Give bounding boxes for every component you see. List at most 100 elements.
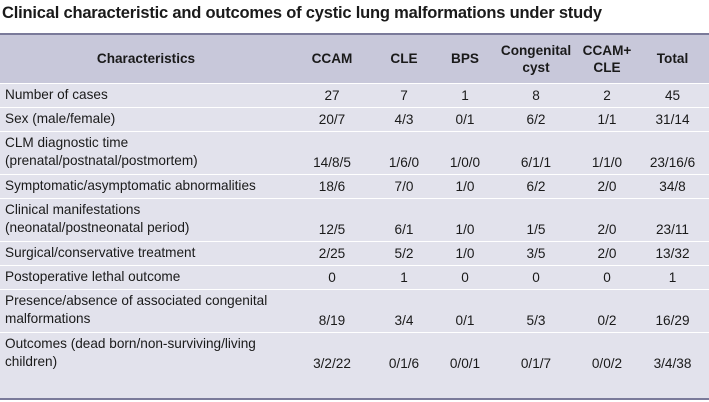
table-cell: 6/2 (494, 173, 578, 198)
table-cell: 2/0 (578, 240, 636, 265)
table-row: CLM diagnostic time (prenatal/postnatal/p… (0, 130, 709, 174)
table-cell: 6/1 (372, 197, 436, 241)
row-label-text: malformations (5, 310, 91, 326)
table-cell: 3/4 (372, 288, 436, 332)
table-cell: 27 (292, 82, 372, 107)
table-cell: 7/0 (372, 173, 436, 198)
table-cell: 2 (578, 82, 636, 107)
row-label-text: (neonatal/postneonatal period) (5, 219, 190, 235)
column-header: CCAM+ CLE (578, 35, 636, 84)
table-cell: 31/14 (636, 106, 709, 131)
table-cell: 0/0/1 (436, 331, 494, 375)
table-cell: 0/1 (436, 288, 494, 332)
table-cell: 7 (372, 82, 436, 107)
column-header: Total (636, 35, 709, 84)
column-header: CCAM (292, 35, 372, 84)
row-label-text: Clinical manifestations (5, 201, 141, 217)
table-cell: 4/3 (372, 106, 436, 131)
row-label-text: Surgical/conservative treatment (5, 245, 196, 260)
table-cell: 18/6 (292, 173, 372, 198)
table-cell: 23/16/6 (636, 130, 709, 174)
row-label: CLM diagnostic time (prenatal/postnatal/p… (0, 130, 292, 174)
row-label: Outcomes (dead born/non-surviving/living… (0, 331, 292, 375)
table-cell: 13/32 (636, 240, 709, 265)
table-cell: 2/25 (292, 240, 372, 265)
table-cell: 0/1 (436, 106, 494, 131)
row-label: Sex (male/female) (0, 106, 292, 131)
column-header-text: cyst (522, 59, 550, 75)
column-header-text: Total (656, 51, 689, 67)
table-cell: 1/0 (436, 197, 494, 241)
column-header: Characteristics (0, 35, 292, 84)
table-cell: 0/0/2 (578, 331, 636, 375)
table-cell: 3/4/38 (636, 331, 709, 375)
data-table-container: Characteristics CCAM CLE BPS Congenital cyst C… (0, 33, 709, 400)
table-cell: 20/7 (292, 106, 372, 131)
row-label: Presence/absence of associated congenita… (0, 288, 292, 332)
table-cell: 16/29 (636, 288, 709, 332)
table-cell: 6/2 (494, 106, 578, 131)
table-cell: 3/2/22 (292, 331, 372, 375)
table-cell: 1 (372, 264, 436, 289)
table-cell: 6/1/1 (494, 130, 578, 174)
table-cell: 34/8 (636, 173, 709, 198)
column-header-text: CCAM+ (582, 42, 632, 58)
column-header-text: Characteristics (96, 51, 196, 67)
column-header-text: CLE (593, 59, 621, 75)
table-row: Postoperative lethal outcome 0 1 0 0 0 1 (0, 264, 709, 289)
column-header-text: Congenital (500, 42, 572, 58)
table-cell: 0 (436, 264, 494, 289)
table-cell: 5/3 (494, 288, 578, 332)
table-row: Symptomatic/asymptomatic abnormalities 18… (0, 173, 709, 198)
table-cell: 1 (636, 264, 709, 289)
table-row: Surgical/conservative treatment 2/25 5/2 1/… (0, 240, 709, 265)
table-row: Presence/absence of associated congenita… (0, 288, 709, 332)
data-table: Characteristics CCAM CLE BPS Congenital cyst C… (0, 35, 709, 375)
table-cell: 0 (494, 264, 578, 289)
table-cell: 8/19 (292, 288, 372, 332)
table-row: Sex (male/female) 20/7 4/3 0/1 6/2 1/1 31/14 (0, 106, 709, 131)
table-cell: 45 (636, 82, 709, 107)
row-label-text: Postoperative lethal outcome (5, 269, 181, 284)
table-row: Number of cases 27 7 1 8 2 45 (0, 82, 709, 107)
table-cell: 0/1/6 (372, 331, 436, 375)
row-label: Clinical manifestations (neonatal/postneo… (0, 197, 292, 241)
column-header-text: BPS (451, 51, 479, 67)
table-cell: 1/0 (436, 240, 494, 265)
table-cell: 1 (436, 82, 494, 107)
table-cell: 3/5 (494, 240, 578, 265)
table-cell: 0 (578, 264, 636, 289)
row-label: Postoperative lethal outcome (0, 264, 292, 289)
column-header-text: CCAM (311, 51, 353, 67)
row-label: Surgical/conservative treatment (0, 240, 292, 265)
row-label: Symptomatic/asymptomatic abnormalities (0, 173, 292, 198)
row-label-text: Outcomes (dead born/non-surviving/living (5, 335, 256, 351)
table-caption: Clinical characteristic and outcomes of … (2, 4, 602, 22)
table-cell: 1/1/0 (578, 130, 636, 174)
table-cell: 2/0 (578, 197, 636, 241)
row-label-text: Number of cases (5, 87, 108, 102)
row-label: Number of cases (0, 82, 292, 107)
table-cell: 0/1/7 (494, 331, 578, 375)
row-label-text: CLM diagnostic time (5, 134, 129, 150)
row-label-text: Symptomatic/asymptomatic abnormalities (5, 178, 256, 193)
table-cell: 1/0/0 (436, 130, 494, 174)
table-cell: 12/5 (292, 197, 372, 241)
table-body: Number of cases 27 7 1 8 2 45 Sex (male/female)… (0, 82, 709, 375)
table-cell: 0 (292, 264, 372, 289)
table-row: Outcomes (dead born/non-surviving/living… (0, 331, 709, 375)
column-header: CLE (372, 35, 436, 84)
table-cell: 1/0 (436, 173, 494, 198)
table-header-row: Characteristics CCAM CLE BPS Congenital cyst C… (0, 35, 709, 84)
table-cell: 23/11 (636, 197, 709, 241)
table-cell: 5/2 (372, 240, 436, 265)
row-label-text: Sex (male/female) (5, 111, 116, 126)
table-cell: 1/6/0 (372, 130, 436, 174)
column-header-text: CLE (390, 51, 418, 67)
row-label-text: children) (5, 353, 58, 369)
table-cell: 14/8/5 (292, 130, 372, 174)
column-header: BPS (436, 35, 494, 84)
row-label-text: (prenatal/postnatal/postmortem) (5, 152, 198, 168)
table-cell: 2/0 (578, 173, 636, 198)
column-header: Congenital cyst (494, 35, 578, 84)
